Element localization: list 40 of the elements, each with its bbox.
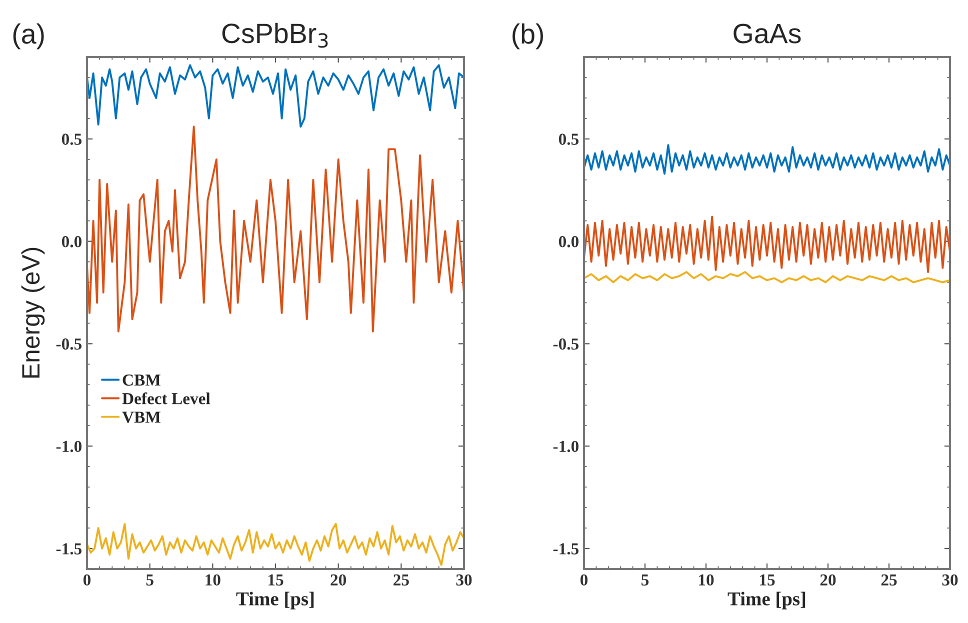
- legend-label: Defect Level: [122, 392, 210, 404]
- line-series: [87, 64, 464, 128]
- x-axis-title: Time [ps]: [728, 592, 806, 610]
- y-tick-label: 0.5: [558, 134, 579, 145]
- x-tick-label: 10: [699, 574, 714, 586]
- x-axis-title: Time [ps]: [236, 592, 314, 610]
- x-tick-label: 15: [760, 574, 775, 586]
- text: (b): [512, 23, 544, 50]
- x-tick-label: 10: [206, 574, 220, 586]
- chart-title: CsPbBr$_{3}$: [222, 22, 328, 48]
- x-tick-label: 15: [268, 574, 284, 586]
- chart-title: GaAs: [734, 24, 801, 44]
- line-series: [87, 522, 464, 566]
- line-series: [584, 216, 950, 274]
- x-tick-label: 5: [146, 574, 154, 586]
- y-tick-label: 0.0: [62, 236, 82, 248]
- x-tick-label: 25: [394, 574, 409, 586]
- x-tick-label: 20: [820, 574, 836, 586]
- y-axis-title: Energy (eV): [21, 248, 45, 378]
- line-series: [584, 144, 950, 175]
- x-tick-label: 30: [942, 574, 958, 586]
- y-tick-label: -1.0: [56, 440, 82, 452]
- y-tick-label: 0.5: [62, 134, 82, 145]
- y-tick-label: -1.5: [553, 543, 579, 555]
- y-tick-label: 0.0: [558, 236, 579, 248]
- y-tick-label: -0.5: [553, 338, 579, 350]
- x-tick-label: 30: [456, 574, 472, 586]
- y-tick-label: -0.5: [56, 338, 82, 350]
- line-series: [584, 271, 950, 284]
- legend-label: VBM: [122, 412, 160, 423]
- x-tick-label: 20: [330, 574, 346, 586]
- x-tick-label: 0: [580, 574, 588, 586]
- x-tick-label: 25: [881, 574, 897, 586]
- line-series: [87, 126, 464, 332]
- text: (a): [13, 23, 44, 50]
- x-tick-label: 5: [642, 574, 649, 586]
- legend-label: CBM: [122, 374, 160, 386]
- y-tick-label: -1.5: [56, 543, 82, 555]
- x-tick-label: 0: [83, 574, 91, 586]
- y-tick-label: -1.0: [553, 440, 579, 452]
